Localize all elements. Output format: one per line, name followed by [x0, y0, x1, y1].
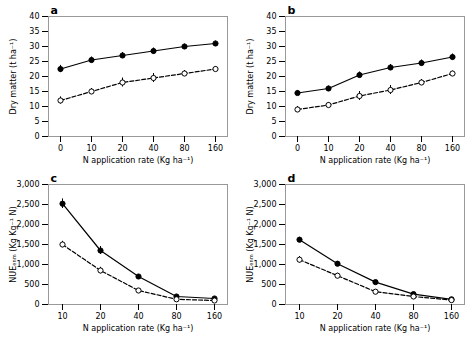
svg-text:0: 0 [34, 300, 39, 309]
svg-text:20: 20 [29, 72, 39, 81]
svg-text:160: 160 [445, 144, 460, 153]
svg-text:160: 160 [208, 144, 223, 153]
svg-text:10: 10 [294, 312, 304, 321]
svg-text:3,000: 3,000 [17, 180, 40, 189]
svg-text:20: 20 [332, 312, 342, 321]
svg-text:2,500: 2,500 [254, 200, 277, 209]
svg-text:500: 500 [24, 280, 39, 289]
svg-text:NUEₑₙₘ (Kg Kg⁻¹ N): NUEₑₙₘ (Kg Kg⁻¹ N) [9, 206, 18, 282]
svg-text:35: 35 [266, 27, 276, 36]
svg-text:10: 10 [323, 144, 333, 153]
svg-text:80: 80 [179, 144, 189, 153]
svg-text:N application rate (Kg ha⁻¹): N application rate (Kg ha⁻¹) [83, 324, 194, 333]
svg-text:1,500: 1,500 [17, 240, 40, 249]
svg-text:0: 0 [34, 132, 39, 141]
svg-text:30: 30 [266, 42, 276, 51]
svg-text:25: 25 [29, 57, 39, 66]
svg-text:40: 40 [266, 12, 276, 21]
svg-text:2,000: 2,000 [254, 220, 277, 229]
svg-text:40: 40 [148, 144, 158, 153]
svg-text:40: 40 [29, 12, 39, 21]
svg-text:N application rate (Kg ha⁻¹): N application rate (Kg ha⁻¹) [320, 324, 431, 333]
svg-text:0: 0 [295, 144, 300, 153]
svg-text:1,000: 1,000 [17, 260, 40, 269]
svg-text:N application rate (Kg ha⁻¹): N application rate (Kg ha⁻¹) [83, 156, 194, 165]
svg-text:0: 0 [58, 144, 63, 153]
svg-text:Dry matter (t ha⁻¹): Dry matter (t ha⁻¹) [246, 39, 255, 115]
svg-text:80: 80 [408, 312, 418, 321]
svg-text:160: 160 [444, 312, 459, 321]
svg-text:15: 15 [266, 87, 276, 96]
svg-text:80: 80 [416, 144, 426, 153]
svg-text:a: a [51, 4, 58, 17]
svg-text:2,500: 2,500 [17, 200, 40, 209]
svg-text:N application rate (Kg ha⁻¹): N application rate (Kg ha⁻¹) [320, 156, 431, 165]
svg-text:2,000: 2,000 [17, 220, 40, 229]
svg-text:c: c [51, 172, 58, 185]
svg-text:0: 0 [271, 132, 276, 141]
svg-text:10: 10 [266, 102, 276, 111]
svg-text:160: 160 [207, 312, 222, 321]
svg-text:d: d [288, 172, 296, 185]
svg-text:0: 0 [271, 300, 276, 309]
svg-text:10: 10 [29, 102, 39, 111]
svg-text:1,500: 1,500 [254, 240, 277, 249]
svg-text:10: 10 [86, 144, 96, 153]
svg-text:40: 40 [133, 312, 143, 321]
svg-text:35: 35 [29, 27, 39, 36]
svg-text:20: 20 [95, 312, 105, 321]
svg-text:Dry matter (t ha⁻¹): Dry matter (t ha⁻¹) [9, 39, 18, 115]
svg-text:b: b [288, 4, 296, 17]
svg-text:25: 25 [266, 57, 276, 66]
svg-text:30: 30 [29, 42, 39, 51]
svg-text:80: 80 [171, 312, 181, 321]
svg-text:NUEₑₙₘ (Kg Kg⁻¹ N): NUEₑₙₘ (Kg Kg⁻¹ N) [246, 206, 255, 282]
svg-text:15: 15 [29, 87, 39, 96]
svg-text:5: 5 [271, 117, 276, 126]
svg-text:1,000: 1,000 [254, 260, 277, 269]
svg-text:40: 40 [370, 312, 380, 321]
svg-text:3,000: 3,000 [254, 180, 277, 189]
svg-text:40: 40 [385, 144, 395, 153]
svg-text:20: 20 [117, 144, 127, 153]
svg-text:20: 20 [266, 72, 276, 81]
svg-text:500: 500 [261, 280, 276, 289]
svg-text:20: 20 [354, 144, 364, 153]
svg-text:10: 10 [57, 312, 67, 321]
svg-text:5: 5 [34, 117, 39, 126]
